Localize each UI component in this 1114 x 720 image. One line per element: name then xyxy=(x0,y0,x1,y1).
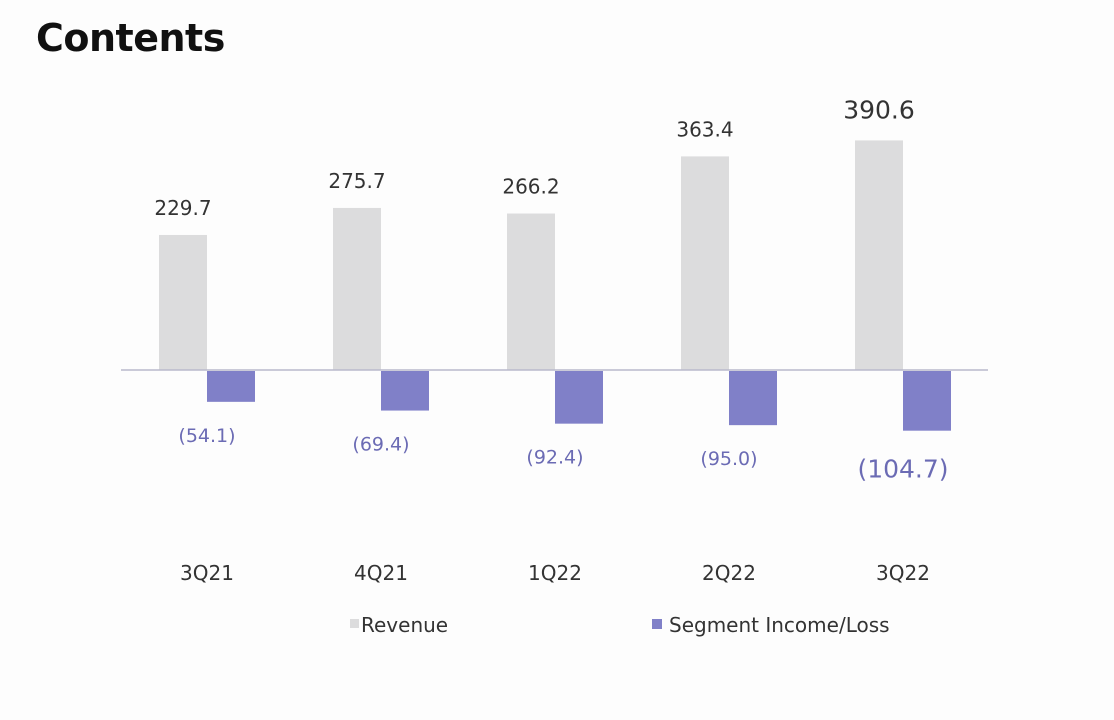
category-label: 2Q22 xyxy=(702,561,756,585)
revenue-data-label: 275.7 xyxy=(328,169,385,193)
revenue-bar-4q21 xyxy=(333,207,381,370)
revenue-bar-3q21 xyxy=(159,234,207,370)
legend-segment-label: Segment Income/Loss xyxy=(669,613,890,637)
category-label: 1Q22 xyxy=(528,561,582,585)
category-label: 4Q21 xyxy=(354,561,408,585)
segment-bar-3q21 xyxy=(207,371,255,402)
category-label: 3Q21 xyxy=(180,561,234,585)
page-title: Contents xyxy=(36,16,225,60)
segment-data-label: (92.4) xyxy=(526,447,583,469)
legend-revenue-label: Revenue xyxy=(361,613,448,637)
segment-bar-2q22 xyxy=(729,371,777,426)
revenue-bar-1q22 xyxy=(507,213,555,370)
revenue-data-label: 229.7 xyxy=(154,196,211,220)
revenue-data-label: 266.2 xyxy=(502,175,559,199)
legend-segment-swatch xyxy=(652,619,662,629)
revenue-data-label: 363.4 xyxy=(676,117,733,141)
category-labels: 3Q21 4Q21 1Q22 2Q22 3Q22 xyxy=(180,561,930,585)
segment-data-label: (104.7) xyxy=(857,455,948,484)
segment-data-label: (95.0) xyxy=(700,448,757,470)
bars-layer xyxy=(159,140,951,431)
legend-revenue-swatch xyxy=(350,619,359,628)
segment-data-label: (54.1) xyxy=(178,425,235,447)
category-label: 3Q22 xyxy=(876,561,930,585)
revenue-data-label: 390.6 xyxy=(843,95,915,124)
segment-bar-1q22 xyxy=(555,371,603,424)
labels-layer: 229.7 (54.1) 275.7 (69.4) 266.2 (92.4) 363.4 (9… xyxy=(154,95,948,483)
revenue-bar-3q22 xyxy=(855,140,903,370)
revenue-bar-2q22 xyxy=(681,156,729,370)
legend: Revenue Segment Income/Loss xyxy=(350,613,890,637)
segment-bar-4q21 xyxy=(381,371,429,411)
segment-bar-3q22 xyxy=(903,371,951,431)
segment-data-label: (69.4) xyxy=(352,434,409,456)
